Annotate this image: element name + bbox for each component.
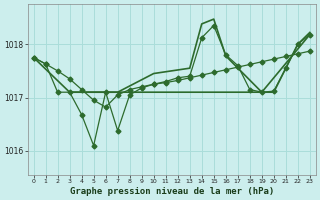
X-axis label: Graphe pression niveau de la mer (hPa): Graphe pression niveau de la mer (hPa) xyxy=(69,187,274,196)
